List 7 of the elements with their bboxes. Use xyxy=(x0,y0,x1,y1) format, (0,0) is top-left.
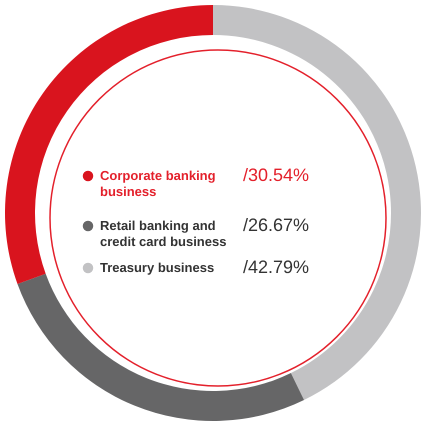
donut-slice xyxy=(17,274,304,421)
data-label: /30.54% xyxy=(243,165,310,185)
legend-label: Retail banking and credit card business xyxy=(100,218,226,249)
legend-label: Corporate banking business xyxy=(100,168,216,199)
data-label: /26.67% xyxy=(243,215,310,235)
legend-label: Treasury business xyxy=(100,260,214,275)
data-label: /42.79% xyxy=(243,257,310,277)
